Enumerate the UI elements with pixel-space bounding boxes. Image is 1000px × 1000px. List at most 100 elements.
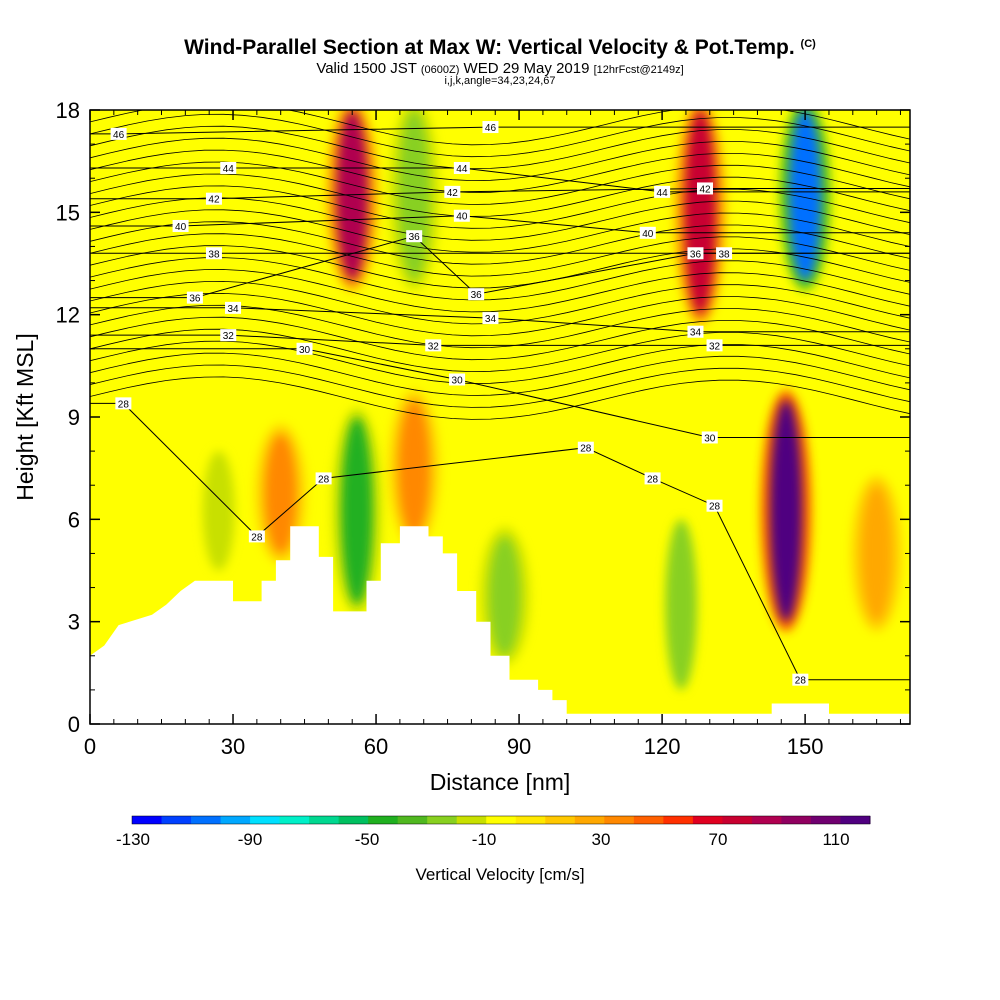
contour-label: 28	[795, 676, 807, 687]
contour-label-bg	[706, 339, 723, 352]
theta-contour-line	[90, 233, 910, 277]
y-axis-label: Height [Kft MSL]	[12, 333, 38, 500]
contour-label: 44	[657, 188, 669, 199]
theta-contour-line	[90, 221, 910, 265]
contour-label-bg	[296, 342, 313, 355]
contour-label: 42	[699, 184, 711, 195]
contour-label-bg	[172, 219, 189, 232]
colorbar-tick-label: 30	[592, 830, 611, 849]
theta-contour-line	[90, 352, 910, 396]
colorbar-swatch	[309, 816, 340, 824]
theta-contour-line	[90, 125, 910, 170]
x-tick-label: 90	[507, 734, 531, 759]
velocity-core	[684, 110, 717, 315]
colorbar-swatch	[456, 816, 487, 824]
theta-contour-line	[90, 364, 910, 408]
colorbar-swatch	[486, 816, 517, 824]
contour-label: 28	[318, 474, 330, 485]
colorbar-swatch	[515, 816, 546, 824]
theta-contour-line	[90, 376, 910, 420]
y-tick-label: 0	[68, 712, 80, 737]
contour-label: 36	[409, 232, 421, 243]
contour-label: 28	[580, 444, 592, 455]
terrain-profile	[90, 526, 910, 724]
contour-label-bg	[453, 209, 470, 222]
contour-label: 36	[189, 294, 201, 305]
contour-label: 40	[642, 229, 654, 240]
colorbar-swatch	[722, 816, 753, 824]
colorbar-swatch	[338, 816, 369, 824]
colorbar-swatch	[279, 816, 310, 824]
colorbar-swatch	[574, 816, 605, 824]
contour-label: 42	[447, 188, 459, 199]
contour-label-bg	[577, 441, 594, 454]
theta-contour-line	[90, 185, 910, 229]
index-subtitle: i,j,k,angle=34,23,24,67	[444, 75, 556, 87]
colorbar-tick-label: -90	[238, 830, 263, 849]
velocity-core	[860, 485, 893, 622]
contour-label-bg	[186, 291, 203, 304]
theta-contour-line	[90, 137, 910, 182]
theta-contour-line	[90, 197, 910, 241]
contour-label: 36	[690, 249, 702, 260]
velocity-core	[340, 417, 373, 605]
velocity-core	[90, 110, 121, 400]
theta-contour-line	[90, 280, 910, 325]
theta-contour-line	[90, 173, 910, 217]
theta-contour-line	[90, 110, 910, 146]
contour-label-bg	[701, 431, 718, 444]
y-tick-label: 3	[68, 610, 80, 635]
contour-label: 28	[118, 399, 130, 410]
contour-label-bg	[444, 185, 461, 198]
theta-contour-line	[90, 292, 910, 337]
contour-label-bg	[697, 182, 713, 195]
contour-label-bg	[644, 472, 661, 485]
contour-label: 32	[223, 331, 235, 342]
contour-label-bg	[205, 192, 222, 205]
colorbar-tick-label: 110	[822, 830, 849, 849]
contour-label: 30	[299, 345, 311, 356]
theta-contours	[90, 110, 910, 681]
contour-label-bg	[248, 530, 265, 543]
contour-label-bg	[425, 339, 442, 352]
colorbar-swatch	[545, 816, 576, 824]
y-tick-label: 15	[56, 200, 80, 225]
contour-label: 44	[223, 164, 235, 175]
contour-label-bg	[115, 397, 132, 410]
colorbar-swatch	[692, 816, 723, 824]
contour-label-bg	[792, 673, 809, 686]
colorbar-swatch	[633, 816, 664, 824]
contour-label-bg	[482, 121, 499, 134]
contour-label: 42	[208, 195, 220, 206]
velocity-core	[264, 434, 297, 554]
contour-label: 34	[690, 328, 702, 339]
velocity-core	[770, 399, 803, 622]
theta-contour-line	[90, 209, 910, 253]
theta-contour-line	[90, 340, 910, 384]
colorbar-swatch	[810, 816, 841, 824]
y-tick-label: 12	[56, 303, 80, 328]
colorbar-swatch	[397, 816, 428, 824]
contour-label-bg	[453, 161, 470, 174]
colorbar-swatch	[663, 816, 694, 824]
velocity-core	[398, 110, 431, 281]
colorbar-frame	[131, 815, 871, 825]
colorbar-swatch	[368, 816, 399, 824]
colorbar-swatch	[604, 816, 635, 824]
contour-label-bg	[220, 329, 237, 342]
velocity-core	[488, 536, 521, 656]
contour-label-bg	[315, 472, 332, 485]
contour-label-bg	[225, 301, 242, 314]
colorbar-swatch	[220, 816, 251, 824]
theta-contour-line	[90, 245, 910, 289]
velocity-core	[336, 110, 369, 281]
contour-label-bg	[654, 185, 671, 198]
contour-label: 44	[456, 164, 468, 175]
theta-contour-labels: 28 28 28 28 28 28 28 30 30 30 32 32 32 34 34 34 36 36 36 36…	[110, 121, 809, 687]
contour-label: 28	[709, 502, 721, 513]
contour-label: 40	[175, 222, 187, 233]
x-tick-label: 120	[644, 734, 681, 759]
contour-label: 30	[704, 433, 716, 444]
